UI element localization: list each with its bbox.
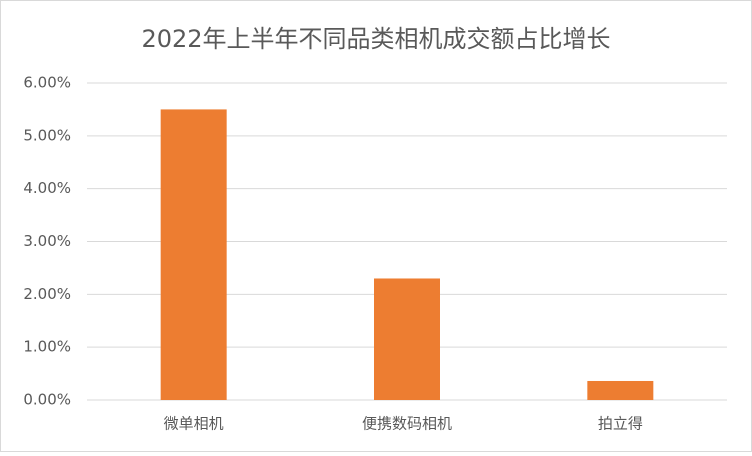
x-tick-label: 微单相机 [164,415,224,433]
y-tick-label: 0.00% [23,391,71,409]
y-tick-label: 2.00% [23,285,71,303]
bar [587,380,654,400]
x-tick-label: 拍立得 [598,415,643,433]
y-tick-label: 1.00% [23,338,71,356]
y-tick-label: 4.00% [23,179,71,197]
y-tick-label: 5.00% [23,126,71,144]
x-tick-label: 便携数码相机 [362,415,452,433]
bar [160,109,227,401]
bar [374,278,440,400]
y-tick-label: 6.00% [23,74,71,92]
y-tick-label: 3.00% [23,232,71,250]
chart-title: 2022年上半年不同品类相机成交额占比增长 [141,25,610,53]
